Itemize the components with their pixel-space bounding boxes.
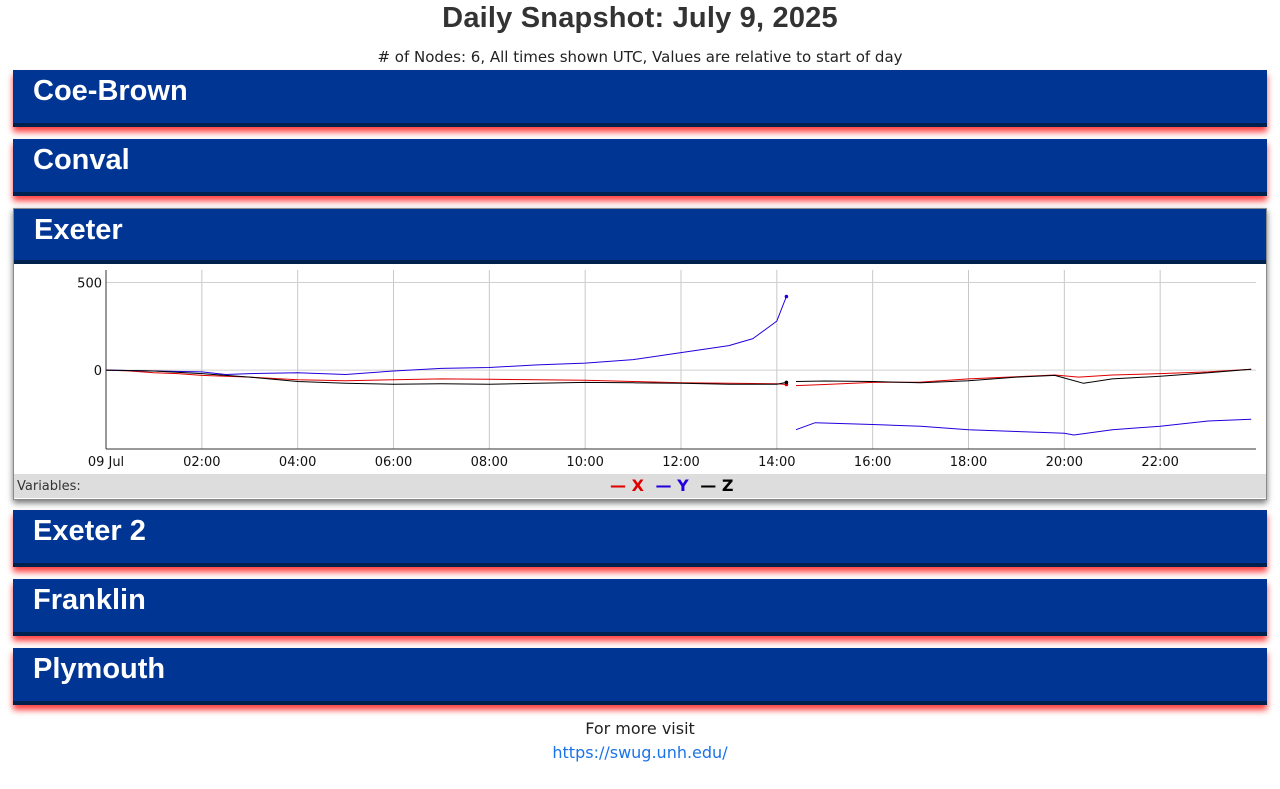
series-endpoint-z <box>784 380 789 385</box>
page-subtitle: # of Nodes: 6, All times shown UTC, Valu… <box>377 48 903 66</box>
node-title: Exeter <box>34 214 123 246</box>
x-tick-label: 06:00 <box>375 455 412 470</box>
legend-dash-x: — <box>610 476 626 495</box>
legend-label-z: Z <box>721 476 734 495</box>
y-tick-label: 0 <box>94 364 102 379</box>
node-panel-plymouth[interactable]: Plymouth <box>13 648 1267 705</box>
x-tick-label: 18:00 <box>950 455 987 470</box>
node-title: Coe-Brown <box>33 75 188 107</box>
x-tick-label: 22:00 <box>1141 455 1178 470</box>
series-line-x <box>105 369 787 385</box>
node-panel-exeter-2[interactable]: Exeter 2 <box>13 510 1267 567</box>
x-tick-label: 16:00 <box>854 455 891 470</box>
node-panel-coe-brown[interactable]: Coe-Brown <box>13 70 1267 127</box>
legend-bar: Variables: — X — Y — Z <box>14 474 1266 498</box>
legend-item-y[interactable]: — Y <box>656 476 689 495</box>
node-title: Plymouth <box>33 653 166 685</box>
x-tick-label: 09 Jul <box>88 455 124 470</box>
legend-label-y: Y <box>677 476 689 495</box>
node-panel-header[interactable]: Exeter <box>14 209 1266 264</box>
x-tick-label: 10:00 <box>566 455 603 470</box>
node-panel-conval[interactable]: Conval <box>13 139 1267 196</box>
series-line-x <box>795 368 1252 387</box>
series-line-z <box>105 369 787 385</box>
footer-link-wrap: https://swug.unh.edu/ <box>0 743 1280 762</box>
x-tick-label: 14:00 <box>758 455 795 470</box>
series-line-y <box>105 296 787 375</box>
x-tick-label: 04:00 <box>279 455 316 470</box>
x-tick-label: 20:00 <box>1046 455 1083 470</box>
legend-variables-label: Variables: <box>17 479 81 494</box>
node-title: Exeter 2 <box>33 515 146 547</box>
node-panel-franklin[interactable]: Franklin <box>13 579 1267 636</box>
series-endpoint-y <box>784 294 789 299</box>
x-tick-label: 02:00 <box>183 455 220 470</box>
footer-link[interactable]: https://swug.unh.edu/ <box>552 743 728 762</box>
legend-item-z[interactable]: — Z <box>700 476 733 495</box>
node-title: Conval <box>33 144 130 176</box>
node-panel-exeter[interactable]: Exeter 09 Jul 02:00 04:00 06:00 08:00 10:00 12… <box>13 208 1267 500</box>
footer-text: For more visit <box>585 719 695 738</box>
y-tick-label: 500 <box>77 277 102 292</box>
x-tick-label: 12:00 <box>662 455 699 470</box>
x-tick-label: 08:00 <box>471 455 508 470</box>
legend-label-x: X <box>631 476 644 495</box>
node-title: Franklin <box>33 584 146 616</box>
legend-item-x[interactable]: — X <box>610 476 644 495</box>
series-line-y <box>795 418 1252 436</box>
magnetometer-chart: 09 Jul 02:00 04:00 06:00 08:00 10:00 12:00 14:0… <box>77 270 1256 470</box>
series-line-z <box>795 368 1252 384</box>
legend-items: — X — Y — Z <box>610 476 739 495</box>
page-title: Daily Snapshot: July 9, 2025 <box>442 2 838 34</box>
chart-area: 09 Jul 02:00 04:00 06:00 08:00 10:00 12:00 14:0… <box>14 264 1266 474</box>
legend-dash-z: — <box>700 476 717 495</box>
legend-dash-y: — <box>655 476 672 495</box>
